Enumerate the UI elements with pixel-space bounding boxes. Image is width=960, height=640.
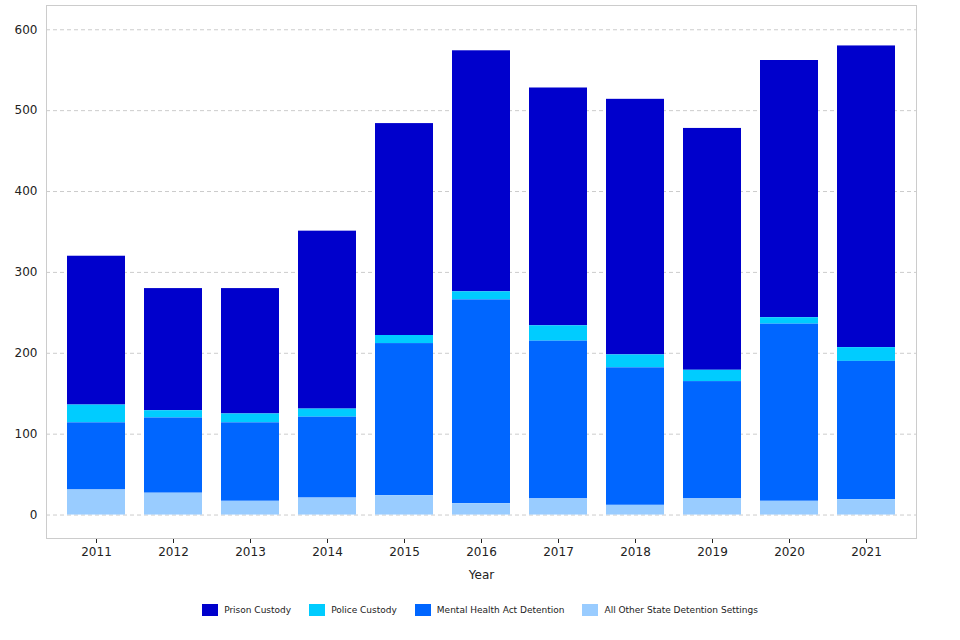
svg-text:2021: 2021 <box>851 545 882 559</box>
svg-text:200: 200 <box>15 346 38 360</box>
svg-text:2016: 2016 <box>466 545 497 559</box>
html-text:Prison Custody: Prison Custody <box>224 605 292 615</box>
svg-text:Year: Year <box>468 568 494 582</box>
svg-text:2011: 2011 <box>81 545 112 559</box>
svg-text:2018: 2018 <box>620 545 651 559</box>
svg-text:0: 0 <box>30 508 38 522</box>
svg-text:300: 300 <box>15 265 38 279</box>
svg-text:2017: 2017 <box>543 545 574 559</box>
html-text:All Other State Detention Sett: All Other State Detention Settings <box>604 605 758 615</box>
svg-text:2014: 2014 <box>312 545 343 559</box>
html-text:Police Custody: Police Custody <box>331 605 397 615</box>
svg-text:2012: 2012 <box>158 545 189 559</box>
svg-text:2015: 2015 <box>389 545 420 559</box>
svg-text:2019: 2019 <box>697 545 728 559</box>
svg-text:2020: 2020 <box>774 545 805 559</box>
svg-text:100: 100 <box>15 427 38 441</box>
html-text:Mental Health Act Detention: Mental Health Act Detention <box>436 605 565 615</box>
svg-text:600: 600 <box>15 23 38 37</box>
svg-text:400: 400 <box>15 184 38 198</box>
svg-text:2013: 2013 <box>235 545 266 559</box>
svg-text:500: 500 <box>15 103 38 117</box>
